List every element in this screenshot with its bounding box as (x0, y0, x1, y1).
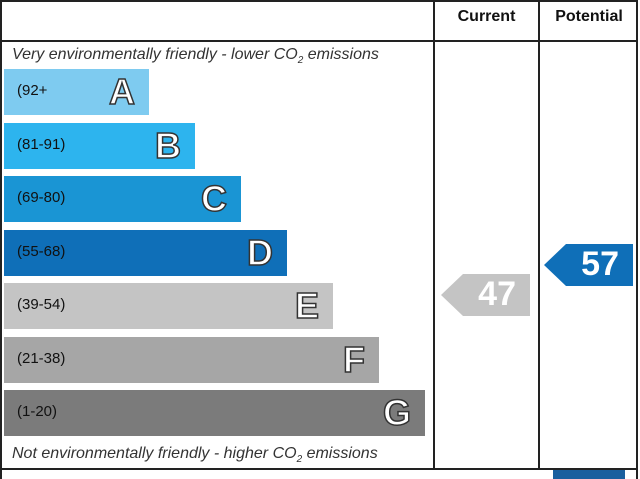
band-d-letter: D (246, 231, 274, 274)
header-divider (0, 40, 638, 42)
potential-rating-arrow: 57 (544, 244, 633, 286)
potential-rating-value: 57 (581, 245, 619, 283)
potential-column-header: Potential (555, 8, 623, 25)
band-b-range: (81-91) (17, 135, 66, 153)
band-d: (55-68) D (4, 229, 287, 276)
band-f-range: (21-38) (17, 349, 66, 367)
band-g-letter: G (382, 391, 412, 434)
band-c-range: (69-80) (17, 189, 66, 206)
band-g: (1-20) G (4, 390, 425, 436)
band-f-letter: F (342, 338, 366, 381)
band-a-range: (92+ (17, 82, 48, 99)
bottom-caption: Not environmentally friendly - higher CO… (12, 445, 378, 466)
band-g-range: (1-20) (17, 403, 58, 420)
current-column-header: Current (457, 8, 516, 25)
band-f: (21-38) F (4, 336, 379, 383)
band-a: (92+ A (4, 69, 149, 115)
band-e-letter: E (294, 284, 320, 327)
current-rating-value: 47 (478, 275, 516, 313)
current-rating-arrow: 47 (441, 274, 530, 316)
band-d-range: (55-68) (17, 242, 66, 260)
band-e-range: (39-54) (17, 296, 66, 313)
potential-column-divider (538, 0, 540, 470)
band-c: (69-80) C (4, 176, 241, 222)
top-caption: Very environmentally friendly - lower CO… (12, 46, 379, 67)
band-b: (81-91) B (4, 122, 195, 169)
band-b-letter: B (154, 124, 182, 167)
band-e: (39-54) E (4, 283, 333, 329)
current-column-divider (433, 0, 435, 470)
band-c-letter: C (200, 177, 228, 220)
bottom-partial-bar (553, 470, 625, 479)
footer-divider (0, 468, 638, 470)
band-a-letter: A (108, 70, 136, 113)
